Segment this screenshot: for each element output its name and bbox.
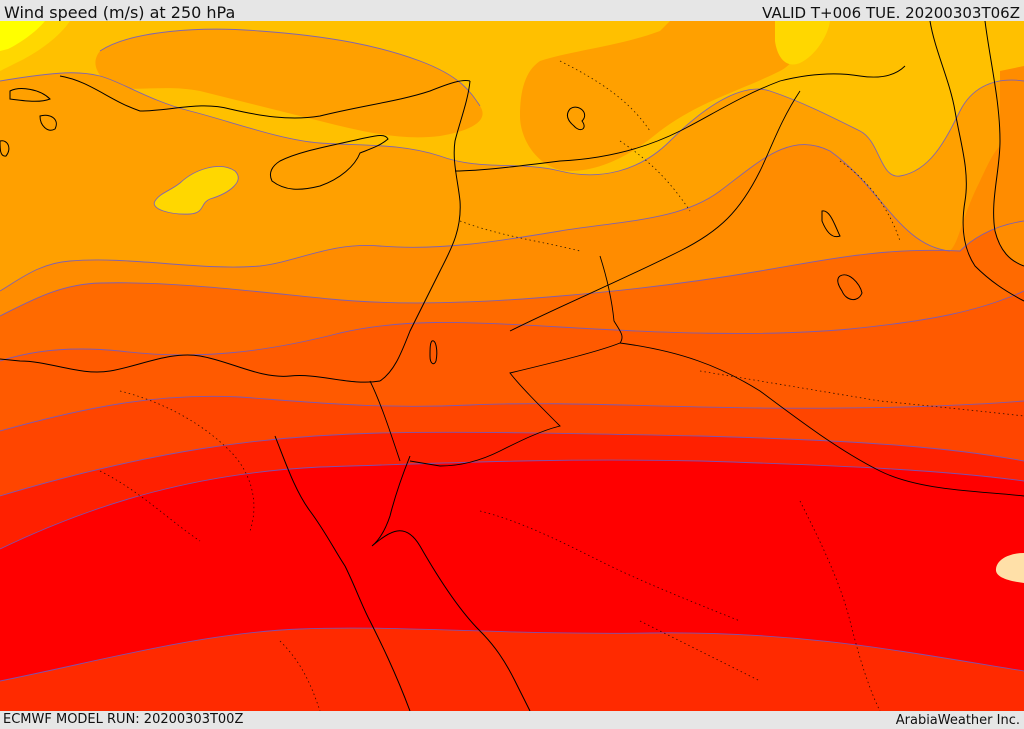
coastlines [0, 21, 1024, 711]
valid-time-label: VALID T+006 TUE. 20200303T06Z [762, 4, 1020, 22]
region-pale-peach-east [995, 553, 1024, 583]
borders [369, 65, 1024, 497]
model-run-label: ECMWF MODEL RUN: 20200303T00Z [3, 712, 244, 727]
region-lightest-yellow-northwest [0, 21, 45, 51]
wind-speed-map [0, 21, 1024, 711]
province-borders [99, 60, 1024, 711]
contour-lines [0, 28, 1024, 682]
region-light-orange-north [95, 29, 483, 138]
map-title: Wind speed (m/s) at 250 hPa [4, 3, 236, 22]
region-yellow-cyprus-south [154, 166, 239, 215]
footer-bar [0, 711, 1024, 729]
region-light-orange-far-east [992, 66, 1024, 266]
region-yellow-north [775, 21, 830, 65]
region-light-orange-east [520, 21, 795, 171]
provider-label: ArabiaWeather Inc. [895, 713, 1020, 728]
header-bar: Wind speed (m/s) at 250 hPa VALID T+006 … [0, 0, 1024, 22]
